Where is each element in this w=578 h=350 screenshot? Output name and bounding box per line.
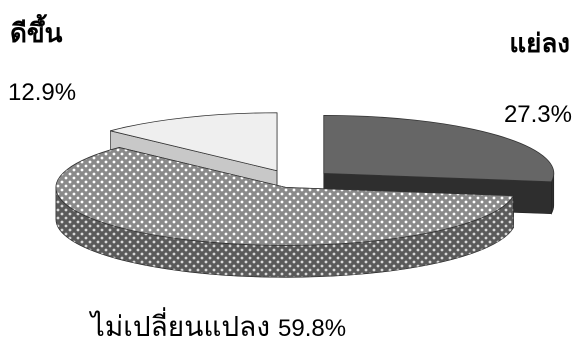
- label-improved-name: ดีขึ้น: [10, 13, 63, 49]
- label-improved-value: 12.9%: [8, 79, 76, 106]
- label-unchanged: ไม่เปลี่ยนแปลง 59.8%: [89, 307, 346, 343]
- label-unchanged-value: 59.8%: [278, 315, 346, 342]
- label-worse-name: แย่ลง: [509, 29, 570, 59]
- slice-unchanged-top: [55, 147, 515, 246]
- slice-improved-top: [110, 112, 278, 172]
- label-worse-value: 27.3%: [504, 101, 572, 128]
- label-unchanged-name: ไม่เปลี่ยนแปลง: [89, 307, 270, 343]
- slice-unchanged: [55, 147, 515, 278]
- slice-worse-top: [323, 114, 555, 183]
- pie-slices: [55, 112, 555, 278]
